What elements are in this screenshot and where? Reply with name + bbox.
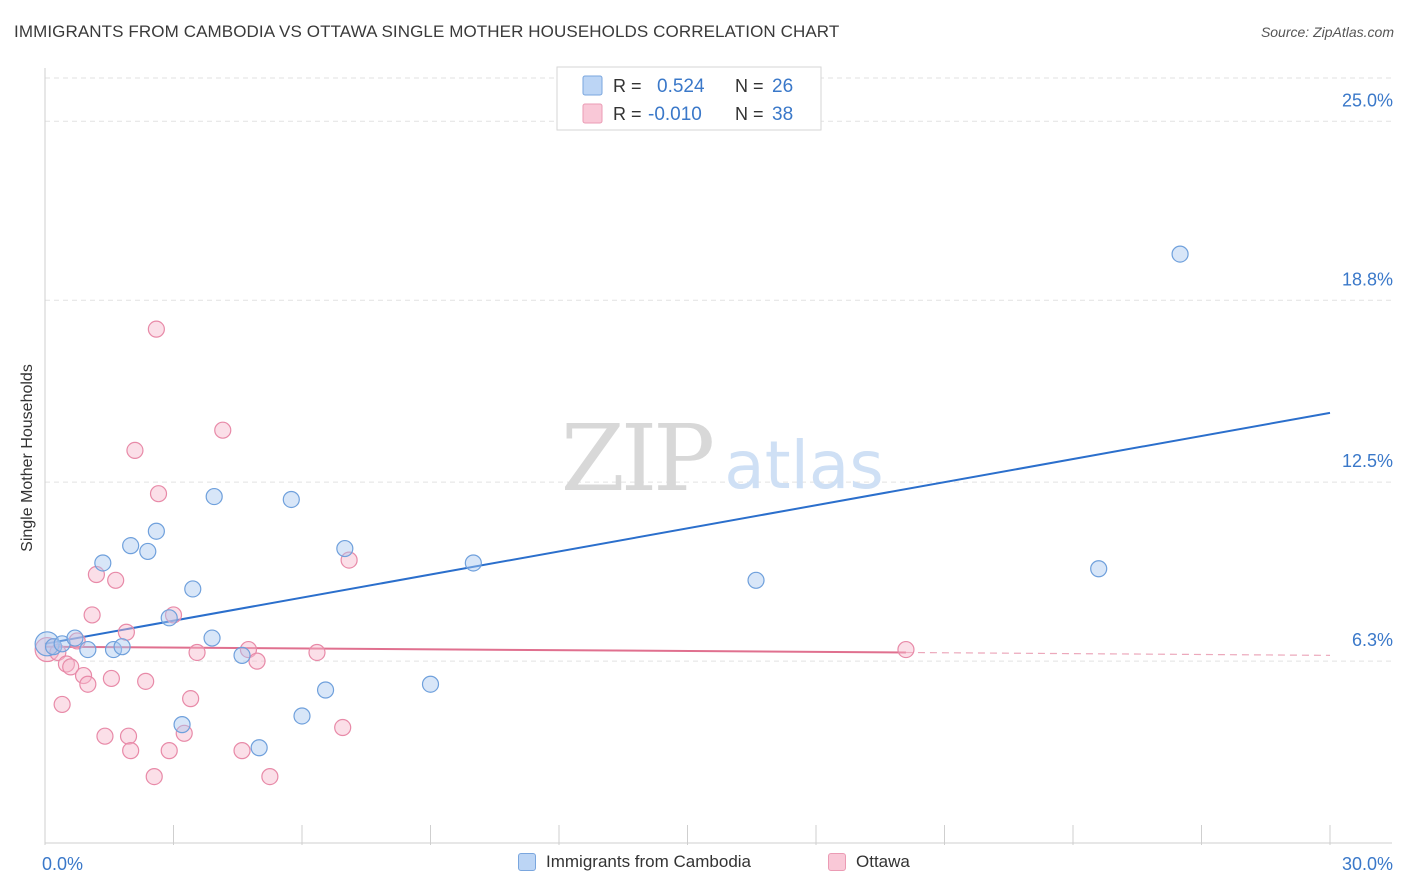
point-pink-12 xyxy=(107,571,125,589)
point-pink-17 xyxy=(137,672,155,690)
point-pink-18 xyxy=(145,768,163,786)
legend-swatch-pink xyxy=(582,103,603,124)
point-pink-2 xyxy=(53,695,71,714)
legend-n-label-2: N = xyxy=(735,104,764,124)
x-tick-label-1: 30.0% xyxy=(1342,854,1393,874)
y-tick-label-0: 6.3% xyxy=(1352,630,1393,650)
point-pink-19 xyxy=(147,320,165,338)
point-blue-13 xyxy=(184,580,202,598)
legend-n-value-2: 38 xyxy=(772,104,793,125)
legend-r-label-2: R = xyxy=(613,104,642,124)
point-pink-34 xyxy=(897,640,915,659)
legend-swatch-ottawa xyxy=(828,853,846,871)
y-tick-label-3: 25.0% xyxy=(1342,90,1393,110)
trend-line-pink-extension xyxy=(905,651,1331,656)
point-blue-24 xyxy=(747,571,765,589)
point-pink-28 xyxy=(239,640,258,659)
legend-item-ottawa: Ottawa xyxy=(828,852,910,872)
point-blue-26 xyxy=(1171,245,1189,263)
point-blue-0 xyxy=(34,631,60,657)
trend-line-pink xyxy=(44,645,906,654)
point-blue-19 xyxy=(293,707,311,725)
data-points xyxy=(34,245,1189,786)
point-blue-7 xyxy=(113,638,131,656)
point-blue-22 xyxy=(421,675,440,693)
legend-r-label-1: R = xyxy=(613,76,642,96)
point-blue-5 xyxy=(94,554,112,572)
point-blue-3 xyxy=(66,629,84,647)
point-blue-8 xyxy=(122,537,140,555)
gridlines xyxy=(45,77,1392,662)
point-blue-16 xyxy=(233,646,251,664)
point-blue-18 xyxy=(282,490,300,509)
point-pink-20 xyxy=(149,485,168,503)
axes xyxy=(44,68,1392,845)
point-blue-11 xyxy=(160,609,178,627)
point-blue-25 xyxy=(1090,560,1108,578)
legend-swatch-blue xyxy=(582,75,603,96)
point-blue-10 xyxy=(147,522,165,540)
point-pink-31 xyxy=(308,643,326,662)
legend-swatch-cambodia xyxy=(518,853,536,871)
trend-line-blue xyxy=(44,411,1331,645)
point-pink-7 xyxy=(79,675,97,693)
legend-r-value-2: -0.010 xyxy=(648,104,702,125)
x-tick-label-0: 0.0% xyxy=(42,854,83,874)
watermark-atlas: atlas xyxy=(724,427,884,504)
point-blue-23 xyxy=(464,554,482,572)
legend-item-cambodia: Immigrants from Cambodia xyxy=(518,852,751,872)
y-tick-label-2: 18.8% xyxy=(1342,269,1393,289)
point-blue-17 xyxy=(250,739,268,757)
legend-n-label-1: N = xyxy=(735,76,764,96)
chart-title: IMMIGRANTS FROM CAMBODIA VS OTTAWA SINGL… xyxy=(14,22,840,41)
point-blue-14 xyxy=(203,629,221,647)
point-pink-21 xyxy=(160,742,178,760)
point-pink-24 xyxy=(182,690,200,708)
point-pink-14 xyxy=(119,727,138,745)
point-blue-15 xyxy=(205,487,223,506)
legend-box: R = 0.524 N = 26 R = -0.010 N = 38 xyxy=(556,66,822,131)
y-tick-label-1: 12.5% xyxy=(1342,451,1393,471)
trend-lines xyxy=(44,411,1331,656)
point-pink-0 xyxy=(34,636,60,663)
point-pink-8 xyxy=(83,606,101,624)
point-pink-29 xyxy=(248,652,266,670)
point-pink-30 xyxy=(261,768,279,786)
point-pink-6 xyxy=(74,666,93,685)
point-blue-4 xyxy=(79,640,97,659)
watermark-zip: ZIP xyxy=(561,405,712,512)
legend-label-ottawa: Ottawa xyxy=(856,852,910,871)
legend-r-value-1: 0.524 xyxy=(657,76,705,97)
point-pink-11 xyxy=(102,669,120,688)
legend-label-cambodia: Immigrants from Cambodia xyxy=(546,852,752,871)
point-pink-16 xyxy=(126,441,144,459)
point-pink-4 xyxy=(62,658,80,676)
point-pink-10 xyxy=(96,727,114,745)
point-pink-13 xyxy=(117,623,135,641)
point-blue-9 xyxy=(139,542,157,561)
source-credit: Source: ZipAtlas.com xyxy=(1260,24,1394,40)
point-pink-32 xyxy=(334,718,352,737)
tick-labels: 6.3% 12.5% 18.8% 25.0% 0.0% 30.0% xyxy=(42,90,1393,874)
point-blue-20 xyxy=(316,681,335,699)
legend-n-value-1: 26 xyxy=(772,76,793,97)
bottom-legend: Immigrants from Cambodia Ottawa xyxy=(0,852,1406,878)
point-pink-27 xyxy=(233,742,251,760)
point-blue-12 xyxy=(173,716,191,734)
point-pink-15 xyxy=(122,742,140,760)
point-pink-26 xyxy=(214,421,232,439)
point-blue-21 xyxy=(336,539,354,558)
point-pink-25 xyxy=(188,643,206,662)
